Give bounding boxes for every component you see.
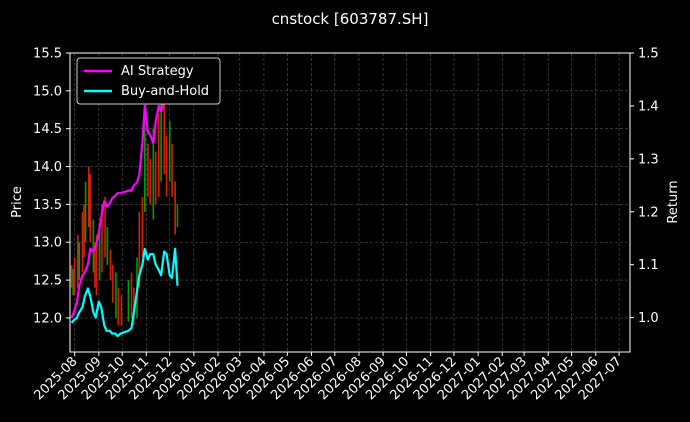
legend-label-ai-strategy: AI Strategy [121, 64, 194, 79]
y-tick-label: 14.5 [33, 122, 62, 137]
legend-label-buy-and-hold: Buy-and-Hold [121, 84, 209, 99]
y-tick-label: 15.0 [33, 84, 62, 99]
y-tick-label: 12.5 [33, 274, 62, 289]
y-tick-label: 15.5 [33, 47, 62, 62]
legend: AI Strategy Buy-and-Hold [76, 57, 221, 105]
y2-tick-label: 1.4 [638, 99, 659, 114]
series-lines [70, 86, 179, 338]
y-tick-label: 12.0 [33, 311, 62, 326]
plot-frame [69, 52, 631, 353]
y-tick-label: 14.0 [33, 160, 62, 175]
grid [70, 52, 630, 352]
chart-title: cnstock [603787.SH] [272, 10, 429, 28]
candlesticks [70, 90, 179, 326]
series-line-buy-and-hold [70, 247, 179, 338]
y-tick-label: 13.5 [33, 198, 62, 213]
y2-tick-label: 1.3 [638, 152, 659, 167]
series-line-ai-strategy [70, 86, 173, 319]
y-axis-label: Price [10, 186, 25, 218]
y2-tick-label: 1.0 [638, 311, 659, 326]
y2-tick-label: 1.1 [638, 258, 659, 273]
legend-box [76, 57, 221, 105]
y2-axis-label: Return [666, 180, 681, 223]
y2-tick-label: 1.2 [638, 205, 659, 220]
y2-tick-label: 1.5 [638, 47, 659, 62]
y-tick-label: 13.0 [33, 236, 62, 251]
